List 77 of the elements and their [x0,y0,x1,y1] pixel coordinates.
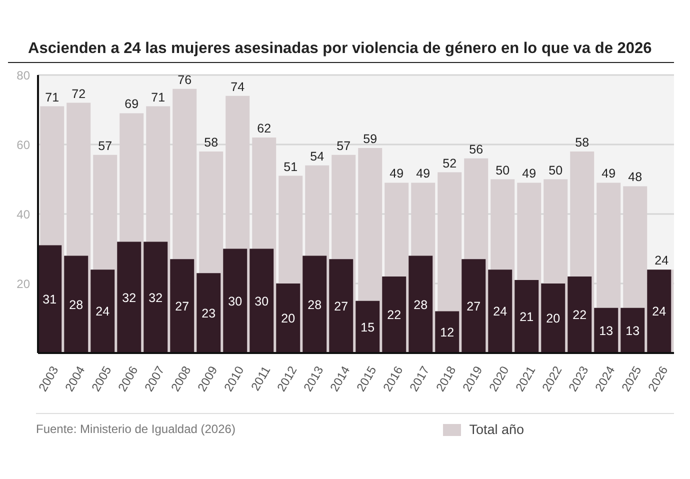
data-label: 49 [416,166,430,181]
data-label: 15 [360,320,375,334]
data-label: 49 [602,166,616,181]
data-label: 28 [308,298,322,312]
data-label: 76 [178,72,192,87]
bar [356,300,380,353]
data-label: 52 [442,156,457,170]
data-label: 50 [496,163,510,178]
data-label: 30 [228,294,242,308]
data-label: 28 [414,298,428,312]
data-label: 54 [310,149,324,164]
bar [620,308,645,353]
source-note: Fuente: Ministerio de Igualdad (2026) [36,422,236,436]
bar [382,276,406,353]
data-label: 71 [45,90,60,104]
y-tick-label: 40 [16,207,30,222]
data-label: 21 [520,310,534,324]
bar [196,273,221,353]
data-label: 20 [546,312,560,326]
data-label: 24 [96,304,110,319]
bar [38,245,62,353]
data-label: 69 [124,97,139,112]
data-label: 31 [42,292,57,307]
data-label: 58 [204,135,218,150]
bar [90,270,115,353]
data-label: 13 [599,324,614,338]
data-label: 72 [72,86,86,101]
bar [541,284,566,353]
data-label: 22 [387,308,402,322]
bar [435,311,460,353]
data-label: 22 [572,308,587,322]
bar [250,248,274,353]
bar [144,242,168,353]
data-label: 24 [654,254,669,268]
bar [568,276,592,353]
data-label: 13 [626,324,640,338]
bar [170,259,194,353]
data-label: 62 [257,122,272,136]
data-label: 57 [336,138,351,153]
bar [594,308,618,353]
data-label: 32 [148,290,163,305]
data-label: 30 [254,294,269,308]
data-label: 49 [390,166,404,181]
bar [329,259,354,353]
data-label: 27 [334,300,348,314]
data-label: 12 [440,326,454,340]
data-label: 71 [151,90,166,104]
y-tick-label: 60 [16,138,30,152]
data-label: 57 [98,138,112,153]
data-label: 50 [548,163,563,178]
bar [117,242,142,353]
data-label: 48 [628,170,642,184]
bar [488,270,512,353]
data-label: 49 [522,166,536,181]
data-label: 28 [69,298,84,312]
bar [462,259,486,353]
data-label: 56 [469,142,484,156]
data-label: 59 [363,132,378,146]
data-label: 51 [284,160,298,174]
data-label: 32 [122,290,136,305]
bar [223,248,248,353]
y-tick-label: 20 [16,276,30,291]
legend-label: Total año [469,422,524,437]
bar [514,280,539,353]
bar [276,284,300,353]
data-label: 20 [281,312,296,326]
data-label: 24 [493,304,508,319]
data-label: 27 [175,300,190,314]
data-label: 27 [466,300,481,314]
y-tick-label: 80 [16,68,30,82]
bar [64,256,88,353]
bar [302,256,327,353]
data-label: 23 [202,306,216,320]
bar [408,256,433,353]
chart-title: Ascienden a 24 las mujeres asesinadas por violencia de género en lo que va de 2026 [8,8,674,63]
data-label: 58 [575,135,590,150]
data-label: 74 [230,80,245,94]
